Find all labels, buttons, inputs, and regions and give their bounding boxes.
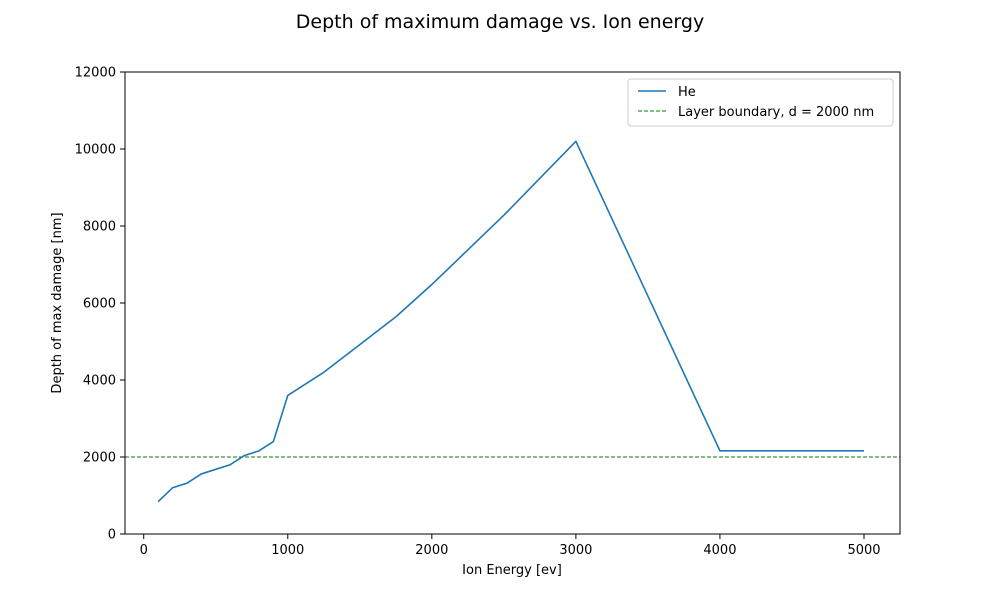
series-layer	[125, 140, 900, 503]
y-tick-label: 12000	[75, 66, 116, 81]
y-tick-label: 8000	[83, 220, 116, 235]
x-axis-ticks: 0 1000 2000 3000 4000 5000	[140, 534, 881, 558]
plot-area	[125, 72, 900, 534]
x-tick-label: 5000	[847, 543, 880, 558]
plot-frame	[124, 71, 901, 535]
legend: He Layer boundary, d = 2000 nm	[627, 78, 894, 127]
y-tick-label: 2000	[83, 451, 116, 466]
x-tick-label: 0	[140, 543, 148, 558]
x-tick-label: 3000	[559, 543, 592, 558]
legend-he-label: He	[678, 85, 696, 100]
y-tick-label: 10000	[75, 143, 116, 158]
y-tick-label: 4000	[83, 374, 116, 389]
legend-layer-boundary-label: Layer boundary, d = 2000 nm	[678, 105, 874, 120]
x-axis-label: Ion Energy [ev]	[462, 563, 562, 578]
legend-box	[627, 78, 894, 127]
x-tick-label: 4000	[703, 543, 736, 558]
y-tick-label: 6000	[83, 297, 116, 312]
y-tick-label: 0	[108, 528, 116, 543]
y-axis-label: Depth of max damage [nm]	[50, 212, 65, 393]
chart-title: Depth of maximum damage vs. Ion energy	[296, 11, 704, 33]
x-tick-label: 1000	[271, 543, 304, 558]
x-tick-label: 2000	[415, 543, 448, 558]
y-axis-ticks: 0 2000 4000 6000 8000 10000 12000	[75, 66, 125, 543]
series-he-line	[157, 140, 864, 503]
